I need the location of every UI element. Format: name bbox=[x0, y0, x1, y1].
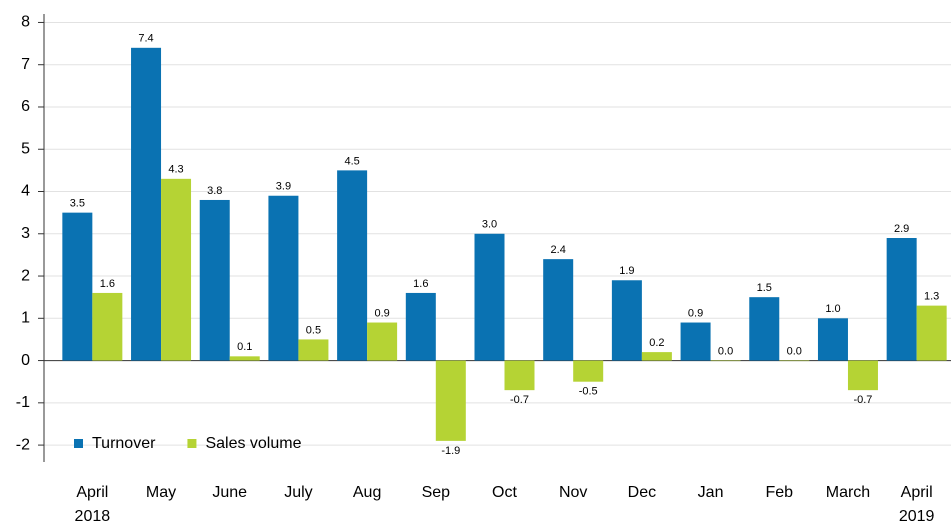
x-tick-label: May bbox=[146, 484, 176, 501]
x-tick-label: March bbox=[826, 484, 870, 501]
bar bbox=[268, 195, 299, 361]
value-label: -0.7 bbox=[853, 394, 872, 406]
bar bbox=[405, 292, 436, 361]
legend-swatch bbox=[187, 439, 197, 448]
y-tick-label: 8 bbox=[21, 14, 30, 31]
x-tick-label: Dec bbox=[628, 484, 656, 501]
y-tick-label: 4 bbox=[21, 183, 30, 200]
legend-swatch bbox=[74, 439, 83, 448]
x-tick-label-line: 2018 bbox=[75, 508, 111, 525]
value-label: 0.0 bbox=[718, 345, 733, 357]
legend-label: Sales volume bbox=[205, 435, 301, 452]
value-label: -0.5 bbox=[579, 386, 598, 398]
bar bbox=[367, 322, 398, 361]
y-tick-label: -1 bbox=[16, 394, 30, 411]
value-label: 0.5 bbox=[306, 324, 321, 336]
bar bbox=[916, 305, 947, 361]
x-tick-label: June bbox=[212, 484, 247, 501]
value-label: -1.9 bbox=[441, 445, 460, 457]
bar bbox=[161, 178, 192, 361]
y-tick-label: 1 bbox=[21, 310, 30, 327]
value-label: 1.5 bbox=[757, 282, 772, 294]
bar bbox=[680, 322, 711, 361]
value-label: 1.3 bbox=[924, 291, 939, 303]
x-tick-label-line: 2019 bbox=[899, 508, 935, 525]
x-tick-label: Jan bbox=[698, 484, 724, 501]
x-tick-label: Sep bbox=[422, 484, 451, 501]
y-tick-label: 5 bbox=[21, 140, 30, 157]
bar bbox=[641, 352, 672, 361]
x-tick-label-line: April bbox=[76, 484, 108, 501]
x-tick-label-line: April bbox=[901, 484, 933, 501]
value-label: 0.9 bbox=[374, 307, 389, 319]
bar bbox=[435, 360, 466, 441]
bar bbox=[817, 318, 848, 361]
x-tick-label: April 2019 bbox=[899, 484, 935, 525]
y-tick-label: -2 bbox=[16, 436, 30, 453]
y-tick-label: 2 bbox=[21, 267, 30, 284]
bar bbox=[504, 360, 535, 391]
bar bbox=[62, 212, 93, 361]
bar bbox=[886, 238, 917, 361]
y-tick-label: 0 bbox=[21, 352, 30, 369]
x-tick-label: Nov bbox=[559, 484, 587, 501]
bar bbox=[611, 280, 642, 361]
value-label: 3.8 bbox=[207, 185, 222, 197]
y-tick-label: 7 bbox=[21, 56, 30, 73]
x-tick-label: April 2018 bbox=[75, 484, 111, 525]
value-label: 2.9 bbox=[894, 223, 909, 235]
value-label: 0.2 bbox=[649, 337, 664, 349]
value-label: 4.5 bbox=[344, 155, 359, 167]
x-tick-label: Oct bbox=[492, 484, 517, 501]
bar bbox=[779, 360, 810, 362]
x-tick-label: Feb bbox=[765, 484, 793, 501]
bar bbox=[573, 360, 604, 382]
bar bbox=[543, 259, 574, 361]
value-label: 7.4 bbox=[138, 33, 153, 45]
bar bbox=[847, 360, 878, 391]
value-label: 1.6 bbox=[413, 278, 428, 290]
x-tick-label: Aug bbox=[353, 484, 381, 501]
bar bbox=[92, 292, 123, 361]
value-label: 1.6 bbox=[100, 278, 115, 290]
value-label: 3.0 bbox=[482, 219, 497, 231]
value-label: 0.1 bbox=[237, 341, 252, 353]
value-label: 1.0 bbox=[825, 303, 840, 315]
bar bbox=[199, 199, 230, 361]
bar bbox=[749, 297, 780, 361]
bar bbox=[710, 360, 741, 362]
value-label: -0.7 bbox=[510, 394, 529, 406]
value-label: 2.4 bbox=[551, 244, 566, 256]
value-label: 0.0 bbox=[787, 345, 802, 357]
value-label: 3.9 bbox=[276, 181, 291, 193]
value-label: 0.9 bbox=[688, 307, 703, 319]
bar bbox=[131, 47, 162, 361]
x-tick-label: July bbox=[284, 484, 312, 501]
y-tick-label: 6 bbox=[21, 98, 30, 115]
bar bbox=[298, 339, 329, 361]
bar bbox=[229, 356, 260, 361]
value-label: 1.9 bbox=[619, 265, 634, 277]
legend-label: Turnover bbox=[92, 435, 156, 452]
value-label: 3.5 bbox=[70, 198, 85, 210]
bar bbox=[337, 170, 368, 361]
y-tick-label: 3 bbox=[21, 225, 30, 242]
bar bbox=[474, 233, 505, 361]
value-label: 4.3 bbox=[168, 164, 183, 176]
